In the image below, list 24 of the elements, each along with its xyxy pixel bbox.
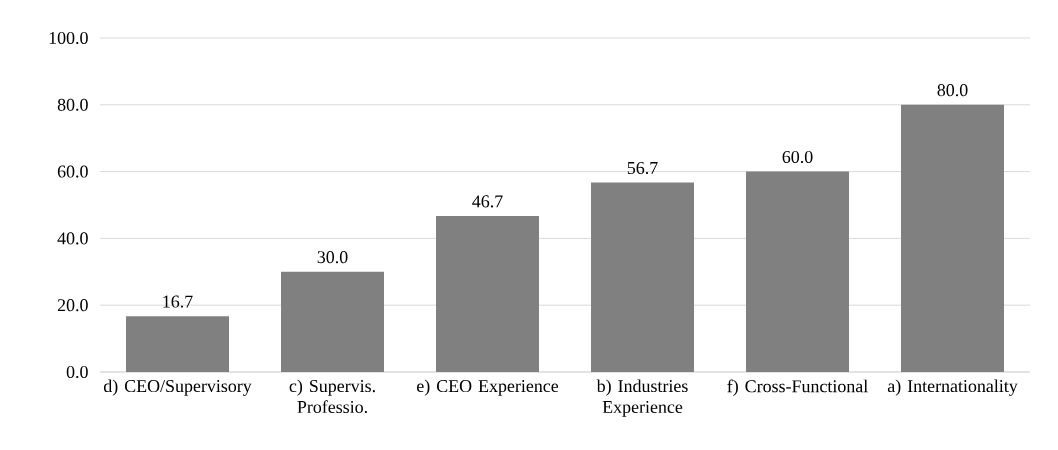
x-tick-label: b) Industries Experience xyxy=(596,379,688,417)
y-tick-label: 100.0 xyxy=(49,31,88,45)
y-tick-label: 60.0 xyxy=(57,165,88,178)
y-tick-label: 40.0 xyxy=(57,232,88,245)
x-tick-label: f) Cross-Functional xyxy=(727,379,868,396)
bar xyxy=(591,182,695,372)
x-tick-label: e) CEO Experience xyxy=(417,379,559,396)
bar xyxy=(281,271,385,372)
bar xyxy=(901,104,1005,372)
x-tick-label: d) CEO/Supervisory xyxy=(103,379,252,396)
bar xyxy=(126,316,230,372)
y-tick-label: 0.0 xyxy=(66,365,88,379)
data-label: 16.7 xyxy=(163,295,193,308)
y-tick-label: 80.0 xyxy=(57,98,88,111)
data-label: 56.7 xyxy=(627,161,658,175)
bar xyxy=(436,216,540,372)
x-tick-label: c) Supervis. Professio. xyxy=(289,379,375,414)
data-label: 80.0 xyxy=(937,84,968,97)
data-label: 46.7 xyxy=(472,195,503,208)
data-label: 30.0 xyxy=(317,251,348,264)
x-tick-label: a) Internationality xyxy=(887,379,1018,396)
data-label: 60.0 xyxy=(782,150,813,164)
bar xyxy=(746,171,849,372)
y-tick-label: 20.0 xyxy=(57,299,88,312)
